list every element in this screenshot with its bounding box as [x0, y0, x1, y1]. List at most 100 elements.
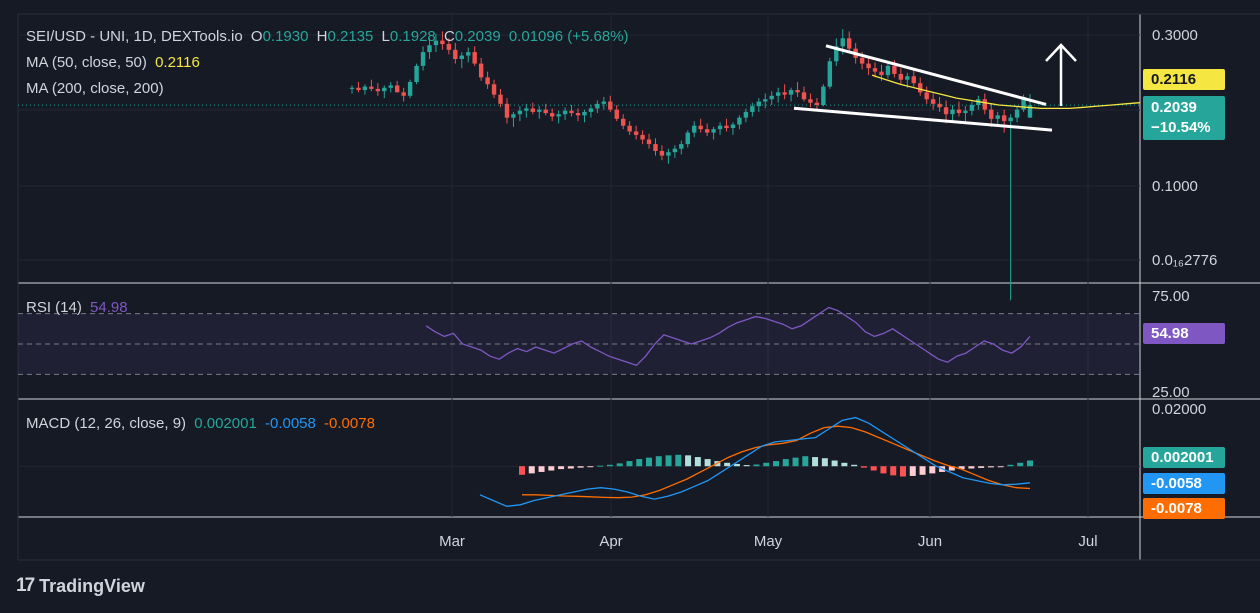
candle-body [491, 84, 497, 95]
candle-body [756, 101, 761, 107]
macd-histogram-bar [548, 466, 555, 471]
candle-body [420, 52, 426, 66]
candle-body [801, 92, 807, 100]
high-label: H [316, 28, 328, 45]
candle-body [808, 99, 813, 103]
macd-histogram-bar [753, 464, 760, 467]
candle-body [885, 65, 891, 76]
candle-body [937, 103, 942, 108]
candle-body [407, 82, 413, 96]
candle-body [472, 52, 477, 64]
candle-body [601, 101, 607, 104]
candle-body [834, 46, 839, 62]
candle-body [898, 73, 904, 80]
close-label: C [443, 28, 455, 45]
macd-histogram-bar [987, 466, 994, 468]
rsi-pane[interactable] [18, 306, 1140, 375]
candle-body [524, 108, 529, 111]
candle-body [511, 114, 516, 118]
tradingview-brand[interactable]: 17 TradingView [16, 575, 145, 597]
breakout-arrow-head [1045, 43, 1077, 62]
candle-body [498, 94, 503, 104]
macd-histogram-bar [1027, 460, 1033, 467]
candle-body [982, 99, 987, 110]
candle-body [717, 125, 723, 130]
candle-body [969, 105, 975, 111]
candle-body [775, 92, 781, 96]
brand-name: TradingView [39, 575, 145, 596]
candle-body [769, 95, 774, 100]
macd-histogram-bar [606, 464, 613, 467]
candle-body [517, 110, 523, 115]
ma50-legend[interactable]: MA (50, close, 50) 0.2116 [26, 54, 204, 71]
candle-body [911, 76, 916, 84]
macd-legend[interactable]: MACD (12, 26, close, 9) 0.002001 -0.0058… [26, 415, 379, 432]
upper-trendline [825, 44, 1047, 106]
rsi-axis-tick: 25.00 [1152, 384, 1190, 401]
candle-body [679, 144, 684, 149]
candle-body [1001, 115, 1007, 122]
candle-body [459, 55, 464, 59]
open-value: 0.1930 [262, 28, 309, 45]
candle-body [698, 125, 703, 130]
macd-line-tag: -0.0058 [1143, 473, 1225, 494]
macd-histogram-bar [724, 462, 731, 467]
last-price-change: −10.54% [1151, 119, 1211, 136]
last-price: 0.2039 [1151, 99, 1197, 116]
candle-body [356, 87, 361, 91]
candle-body [401, 92, 406, 96]
candle-body [989, 109, 994, 119]
candle-body [543, 109, 548, 114]
ohlc-legend: SEI/USD - UNI, 1D, DEXTools.io O0.1930 H… [26, 28, 633, 45]
candle-body [840, 38, 845, 47]
macd-histogram-bar [841, 462, 848, 467]
candle-body [730, 124, 736, 128]
candle-body [369, 86, 374, 89]
candle-body [537, 109, 542, 112]
macd-label: MACD (12, 26, close, 9) [26, 415, 187, 432]
price-pane[interactable] [18, 29, 1141, 301]
candle-body [847, 38, 852, 49]
macd-histogram-bar [958, 466, 965, 470]
candle-body [375, 88, 381, 92]
candle-body [905, 76, 910, 80]
macd-histogram-bar [519, 466, 525, 475]
macd-histogram-bar [831, 460, 838, 467]
ma200-legend[interactable]: MA (200, close, 200) [26, 80, 168, 97]
candle-body [595, 103, 600, 109]
rsi-legend[interactable]: RSI (14) 54.98 [26, 299, 132, 316]
rsi-value: 54.98 [90, 299, 128, 316]
macd-axis-tick: 0.02000 [1152, 401, 1206, 418]
candle-body [440, 40, 445, 45]
candle-body [1008, 117, 1013, 122]
macd-histogram-bar [733, 463, 740, 467]
macd-pane[interactable] [18, 416, 1140, 507]
macd-hist-value: 0.002001 [194, 415, 257, 432]
candle-body [892, 65, 897, 74]
candle-body [827, 61, 833, 87]
rsi-line [425, 306, 1031, 367]
candle-body [1014, 109, 1020, 118]
price-axis-tick: 0.0₁₆2776 [1152, 252, 1217, 269]
macd-histogram-bar [821, 458, 828, 467]
candle-body [943, 107, 949, 115]
candle-body [1021, 96, 1026, 110]
macd-histogram-bar [851, 464, 858, 467]
candle-body [395, 85, 400, 93]
candle-body [963, 110, 968, 114]
candle-body [556, 114, 561, 117]
candle-body [956, 109, 962, 114]
macd-signal-line [522, 425, 1031, 499]
candle-body [711, 129, 716, 133]
candle-body [575, 113, 581, 116]
macd-histogram-bar [1007, 464, 1014, 467]
candle-body [627, 125, 632, 132]
candle-body [924, 92, 929, 100]
macd-histogram-bar [1017, 462, 1024, 467]
candle-body [918, 83, 923, 93]
candle-body [795, 90, 800, 93]
symbol-title[interactable]: SEI/USD - UNI, 1D, DEXTools.io [26, 28, 243, 45]
macd-histogram-bar [812, 457, 819, 467]
macd-histogram-bar [587, 466, 594, 468]
macd-histogram-bar [900, 466, 906, 477]
